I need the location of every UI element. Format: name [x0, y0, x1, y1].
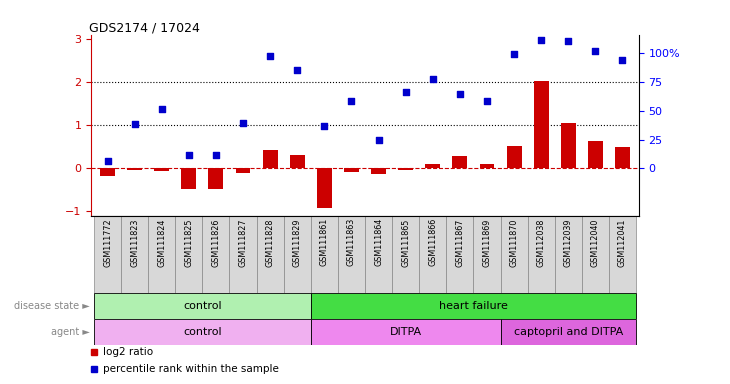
Point: [535, 37, 547, 43]
Text: GSM111861: GSM111861: [320, 218, 328, 266]
Point: [373, 137, 385, 143]
Text: GDS2174 / 17024: GDS2174 / 17024: [88, 22, 199, 35]
Text: GSM111869: GSM111869: [483, 218, 491, 266]
Bar: [534, 81, 549, 168]
Bar: [121, 216, 148, 293]
Bar: [528, 216, 555, 293]
Text: GSM111867: GSM111867: [456, 218, 464, 266]
Text: GSM111824: GSM111824: [157, 218, 166, 266]
Bar: [582, 216, 609, 293]
Text: GSM111826: GSM111826: [212, 218, 220, 266]
Bar: [202, 216, 229, 293]
Bar: [474, 216, 501, 293]
Point: [264, 53, 276, 59]
Bar: [561, 123, 576, 168]
Text: GSM111863: GSM111863: [347, 218, 356, 266]
Text: GSM111864: GSM111864: [374, 218, 383, 266]
Text: disease state ►: disease state ►: [15, 301, 91, 311]
Text: control: control: [183, 327, 222, 337]
Bar: [555, 216, 582, 293]
Bar: [615, 147, 630, 168]
Bar: [371, 168, 386, 174]
Bar: [154, 168, 169, 171]
Bar: [311, 216, 338, 293]
Bar: [263, 150, 277, 168]
Bar: [426, 164, 440, 168]
Text: GSM112038: GSM112038: [537, 218, 546, 266]
Bar: [148, 216, 175, 293]
Bar: [419, 216, 446, 293]
Bar: [127, 168, 142, 170]
Text: DITPA: DITPA: [390, 327, 422, 337]
Bar: [311, 293, 636, 319]
Point: [562, 38, 574, 44]
Text: agent ►: agent ►: [51, 327, 91, 337]
Text: GSM111828: GSM111828: [266, 218, 274, 266]
Bar: [94, 216, 121, 293]
Bar: [100, 168, 115, 176]
Bar: [338, 216, 365, 293]
Point: [400, 88, 412, 94]
Bar: [588, 141, 603, 168]
Text: GSM112041: GSM112041: [618, 218, 627, 266]
Text: GSM111870: GSM111870: [510, 218, 518, 266]
Bar: [501, 216, 528, 293]
Point: [237, 119, 249, 126]
Bar: [229, 216, 256, 293]
Bar: [284, 216, 311, 293]
Point: [183, 151, 195, 157]
Text: captopril and DITPA: captopril and DITPA: [514, 327, 623, 337]
Bar: [453, 156, 467, 168]
Point: [454, 91, 466, 97]
Point: [508, 51, 520, 57]
Text: control: control: [183, 301, 222, 311]
Text: heart failure: heart failure: [439, 301, 508, 311]
Text: GSM112039: GSM112039: [564, 218, 573, 266]
Bar: [365, 216, 392, 293]
Bar: [480, 164, 494, 168]
Bar: [311, 319, 501, 345]
Text: GSM111865: GSM111865: [402, 218, 410, 266]
Bar: [446, 216, 474, 293]
Text: GSM111825: GSM111825: [184, 218, 193, 266]
Text: GSM111823: GSM111823: [130, 218, 139, 266]
Point: [101, 157, 113, 164]
Bar: [209, 168, 223, 189]
Bar: [181, 168, 196, 189]
Bar: [94, 293, 311, 319]
Bar: [398, 168, 413, 170]
Point: [617, 57, 629, 63]
Bar: [94, 319, 311, 345]
Bar: [392, 216, 419, 293]
Point: [291, 67, 303, 73]
Point: [210, 151, 222, 157]
Bar: [501, 319, 636, 345]
Point: [128, 121, 140, 127]
Text: percentile rank within the sample: percentile rank within the sample: [104, 364, 279, 374]
Point: [345, 98, 357, 104]
Text: GSM112040: GSM112040: [591, 218, 600, 266]
Bar: [256, 216, 284, 293]
Point: [427, 76, 439, 82]
Bar: [344, 168, 359, 172]
Bar: [317, 168, 332, 209]
Point: [318, 123, 330, 129]
Point: [156, 106, 168, 112]
Bar: [609, 216, 636, 293]
Text: GSM111827: GSM111827: [239, 218, 247, 266]
Text: log2 ratio: log2 ratio: [104, 347, 153, 357]
Bar: [290, 156, 304, 168]
Text: GSM111829: GSM111829: [293, 218, 301, 266]
Bar: [236, 168, 250, 173]
Text: GSM111866: GSM111866: [429, 218, 437, 266]
Point: [590, 48, 602, 54]
Text: GSM111772: GSM111772: [103, 218, 112, 267]
Bar: [175, 216, 202, 293]
Point: [481, 98, 493, 104]
Bar: [507, 146, 521, 168]
